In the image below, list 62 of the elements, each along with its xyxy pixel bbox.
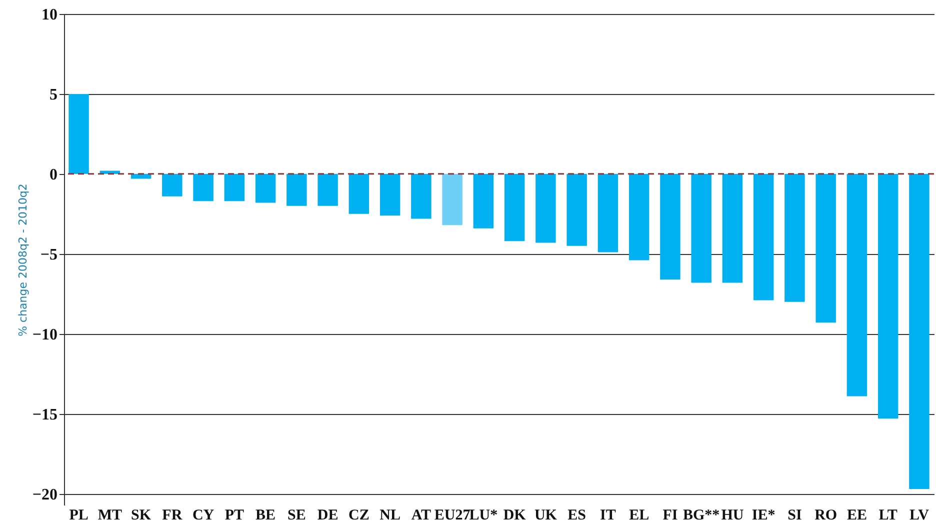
- bar: [473, 174, 494, 228]
- x-tick-label: ES: [568, 508, 586, 523]
- x-tick-label: LU*: [469, 508, 498, 523]
- bar: [691, 174, 712, 283]
- bar: [784, 174, 805, 302]
- bar: [628, 174, 650, 260]
- bar: [660, 174, 680, 280]
- x-tick-label: FI: [662, 508, 678, 523]
- y-tick-label: −15: [32, 406, 58, 424]
- bar: [753, 174, 774, 300]
- bar: [286, 174, 307, 206]
- x-tick-label: AT: [411, 508, 432, 523]
- x-tick-label: CY: [192, 508, 214, 523]
- x-tick-label: BG**: [682, 508, 720, 523]
- bar: [598, 174, 618, 252]
- y-tick-label: 5: [50, 86, 58, 104]
- x-tick-label: IT: [600, 508, 616, 523]
- y-tick-label: −5: [40, 246, 58, 264]
- bar: [411, 174, 432, 219]
- x-tick-label: EL: [629, 508, 650, 523]
- bar: [909, 174, 930, 490]
- x-tick-label: HU: [721, 508, 744, 523]
- bar: [348, 174, 370, 214]
- bar: [816, 174, 836, 323]
- bar: [536, 174, 556, 243]
- bar: [380, 174, 400, 216]
- x-tick-label: BE: [256, 508, 276, 523]
- x-tick-label: SI: [788, 508, 802, 523]
- bar: [224, 174, 245, 202]
- x-tick-label: PL: [69, 508, 88, 523]
- y-tick-label: −10: [32, 326, 58, 344]
- x-tick-label: EU27: [434, 508, 471, 523]
- bar: [162, 174, 182, 196]
- bar: [68, 94, 89, 174]
- x-tick-label: PT: [224, 508, 244, 523]
- bar: [504, 174, 525, 242]
- bar: [846, 174, 868, 396]
- bar: [722, 174, 743, 283]
- y-tick-label: 10: [42, 6, 58, 24]
- x-tick-label: SK: [131, 508, 152, 523]
- bar: [442, 174, 462, 226]
- x-tick-label: FR: [162, 508, 182, 523]
- bar: [566, 174, 587, 246]
- x-tick-label: DK: [503, 508, 526, 523]
- x-tick-label: DE: [317, 508, 338, 523]
- x-tick-label: UK: [534, 508, 558, 523]
- x-tick-label: LV: [909, 508, 930, 523]
- x-tick-label: SE: [287, 508, 306, 523]
- x-tick-label: EE: [846, 508, 867, 523]
- bar: [318, 174, 338, 206]
- x-tick-label: MT: [98, 508, 122, 523]
- x-tick-label: IE*: [752, 508, 776, 523]
- x-tick-label: LT: [878, 508, 898, 523]
- y-axis-title: % change 2008q2 - 2010q2: [16, 184, 30, 336]
- x-tick-label: RO: [814, 508, 838, 523]
- x-tick-label: CZ: [348, 508, 370, 523]
- y-tick-label: 0: [50, 166, 58, 184]
- bar: [255, 174, 276, 203]
- x-tick-label: NL: [380, 508, 400, 523]
- bar: [193, 174, 214, 202]
- bar: [878, 174, 898, 419]
- y-tick-label: −20: [32, 486, 58, 504]
